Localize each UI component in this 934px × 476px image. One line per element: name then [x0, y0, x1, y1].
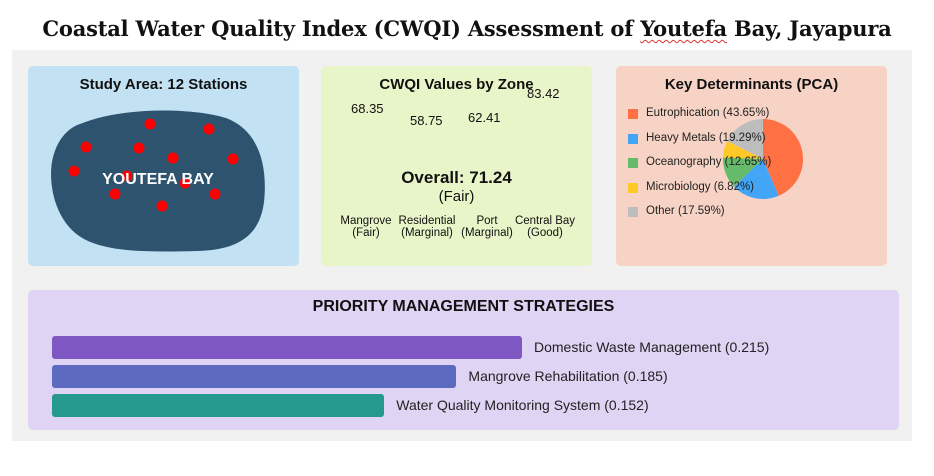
- legend-label: Microbiology (6.82%): [646, 180, 755, 193]
- zone-value-central-bay: 83.42: [527, 86, 560, 101]
- pie-slice-1: [763, 119, 803, 196]
- pie-slice-3: [723, 157, 763, 187]
- title-tail: Bay, Jayapura: [726, 16, 892, 41]
- cwqi-zones-panel: CWQI Values by Zone 68.35 58.75 62.41 83…: [321, 66, 592, 266]
- station-marker-12: [156, 200, 168, 212]
- zone-label-mangrove: Mangrove (Fair): [326, 215, 406, 239]
- station-marker-10: [109, 188, 121, 200]
- legend-label: Eutrophication (43.65%): [646, 107, 770, 119]
- study-area-title: Study Area: 12 Stations: [79, 76, 248, 93]
- title-underlined: Youtefa: [640, 16, 727, 41]
- study-area-panel: Study Area: 12 Stations YOUTEFA BAY: [28, 66, 299, 266]
- title-main: Coastal Water Quality Index (CWQI) Asses…: [42, 16, 641, 41]
- station-marker-11: [209, 188, 221, 200]
- zone-value-mangrove: 68.35: [351, 101, 384, 116]
- strategy-bar-2: [52, 365, 457, 388]
- strategy-bar-3: [52, 394, 385, 417]
- station-marker-8: [121, 170, 133, 182]
- station-marker-4: [133, 142, 145, 154]
- station-marker-2: [203, 123, 215, 135]
- overall-class: (Fair): [438, 188, 475, 205]
- zone-name: Port: [476, 215, 498, 227]
- strategy-bar-1: [52, 336, 522, 359]
- pca-pie-chart: [723, 119, 803, 199]
- zone-class: (Fair): [352, 227, 380, 239]
- legend-swatch: [628, 207, 638, 217]
- legend-label: Heavy Metals (19.29%): [646, 131, 766, 144]
- bay-label: YOUTEFA BAY: [102, 171, 214, 188]
- overall-score: Overall: 71.24: [401, 168, 512, 187]
- legend-swatch: [628, 133, 638, 144]
- station-marker-5: [167, 152, 179, 164]
- station-marker-6: [227, 153, 239, 165]
- zone-class: (Good): [527, 227, 563, 239]
- pie-slice-2: [733, 159, 779, 199]
- station-marker-1: [144, 118, 156, 130]
- strategies-panel: PRIORITY MANAGEMENT STRATEGIES Domestic …: [28, 290, 899, 430]
- zone-name: Residential: [398, 215, 456, 227]
- infographic-canvas: Study Area: 12 Stations YOUTEFA BAY CWQI…: [12, 50, 912, 441]
- pca-panel: Key Determinants (PCA) Eutrophication (4…: [616, 66, 887, 266]
- strategy-bar-label-2: Mangrove Rehabilitation (0.185): [468, 368, 668, 384]
- main-title: Coastal Water Quality Index (CWQI) Asses…: [0, 16, 934, 41]
- zone-value-residential: 58.75: [410, 113, 443, 128]
- station-marker-9: [179, 177, 191, 189]
- zone-label-central-bay: Central Bay (Good): [505, 215, 585, 239]
- zones-title: CWQI Values by Zone: [379, 76, 534, 93]
- legend-swatch: [628, 182, 638, 193]
- zone-value-port: 62.41: [468, 110, 501, 125]
- station-markers: [68, 118, 239, 212]
- pca-title: Key Determinants (PCA): [664, 76, 839, 93]
- zone-name: Mangrove: [340, 215, 392, 227]
- station-marker-3: [80, 141, 92, 153]
- strategy-bar-label-1: Domestic Waste Management (0.215): [534, 339, 770, 355]
- bay-map: YOUTEFA BAY: [51, 110, 265, 252]
- pie-slice-5: [727, 119, 763, 159]
- zone-label-residential: Residential (Marginal): [387, 215, 467, 239]
- station-marker-7: [68, 165, 80, 177]
- bay-water-shape: [51, 110, 265, 252]
- strategies-title: PRIORITY MANAGEMENT STRATEGIES: [312, 298, 615, 315]
- legend-swatch: [628, 109, 638, 119]
- zone-label-port: Port (Marginal): [447, 215, 527, 239]
- pie-slice-4: [723, 141, 763, 159]
- zone-class: (Marginal): [461, 227, 513, 239]
- legend-label: Other (17.59%): [646, 205, 725, 217]
- legend-label: Oceanography (12.65%): [646, 156, 772, 168]
- zone-name: Central Bay: [514, 215, 576, 227]
- strategy-bar-label-3: Water Quality Monitoring System (0.152): [396, 397, 649, 413]
- legend-swatch: [628, 158, 638, 168]
- zone-class: (Marginal): [401, 227, 453, 239]
